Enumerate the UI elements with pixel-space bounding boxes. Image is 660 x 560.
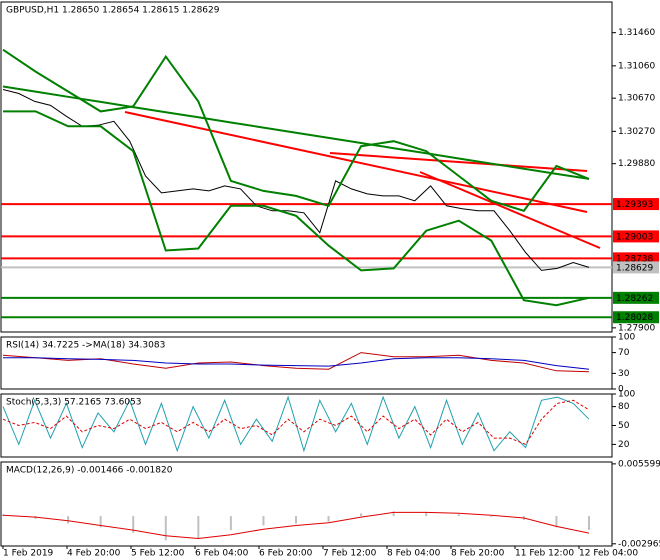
histogram-bar [132, 516, 135, 533]
histogram-bar [197, 516, 200, 539]
y-tick-label: 50 [618, 421, 630, 431]
pane-title: Stoch(5,3,3) 57.2165 73.6053 [6, 398, 141, 408]
x-tick-label: 5 Feb 12:00 [131, 549, 185, 559]
x-tick-label: 7 Feb 12:00 [323, 549, 377, 559]
histogram-bar [99, 516, 102, 528]
histogram-bar [490, 516, 493, 518]
pane-title: RSI(14) 34.7225 ->MA(18) 34.3083 [6, 341, 165, 351]
level-label-box [613, 261, 659, 274]
y-tick-label: 1.27900 [618, 323, 655, 333]
trend-line [329, 152, 588, 172]
level-label-box [613, 291, 659, 304]
level-label-box [613, 198, 659, 211]
series-line [3, 357, 590, 370]
level-label-box [613, 252, 659, 265]
histogram-bar [295, 516, 297, 524]
y-tick-label: 80 [618, 402, 630, 412]
series-line [2, 511, 590, 540]
histogram-bar [425, 512, 428, 517]
level-label: 1.29003 [616, 232, 653, 242]
y-tick-label: 1.30670 [618, 94, 655, 104]
histogram-bar [392, 511, 395, 517]
level-label: 1.28028 [616, 313, 653, 323]
series-line [2, 85, 590, 180]
x-tick-label: 6 Feb 20:00 [259, 549, 313, 559]
y-tick-label: -0.002965 [618, 539, 660, 549]
level-label: 1.29393 [616, 200, 653, 210]
x-tick-label: 12 Feb 04:00 [579, 549, 638, 559]
x-tick-label: 6 Feb 04:00 [195, 549, 249, 559]
level-label: 1.28262 [616, 294, 653, 304]
x-tick-label: 1 Feb 2019 [3, 549, 54, 559]
series-line [2, 89, 590, 271]
y-tick-label: 30 [618, 369, 630, 379]
y-tick-label: 20 [618, 440, 630, 450]
pane [0, 336, 613, 390]
histogram-bar [2, 514, 4, 517]
histogram-bar [457, 514, 460, 517]
series-line [2, 399, 590, 446]
level-label-box [613, 230, 659, 243]
series-line [2, 352, 590, 373]
y-tick-label: 100 [618, 333, 635, 343]
trend-lines [124, 111, 601, 249]
series-line [2, 395, 590, 453]
trend-line [124, 111, 588, 213]
trend-line [419, 171, 601, 249]
histogram-bar [555, 516, 558, 528]
x-tick-label: 4 Feb 20:00 [67, 549, 121, 559]
level-label: 1.28738 [616, 254, 653, 264]
histogram-bar [327, 516, 330, 522]
pane-title: MACD(12,26,9) -0.001466 -0.001820 [6, 466, 173, 476]
x-tick-label: 8 Feb 20:00 [451, 549, 505, 559]
series-line [2, 48, 590, 212]
pane-title: GBPUSD,H1 1.28650 1.28654 1.28615 1.2862… [6, 6, 220, 16]
histogram-bar [229, 516, 232, 531]
y-tick-label: 1.29880 [618, 159, 655, 169]
level-label-box [613, 311, 659, 324]
y-tick-label: 1.30270 [618, 127, 655, 137]
y-tick-label: 1.31460 [618, 28, 655, 38]
x-tick-label: 8 Feb 04:00 [387, 549, 441, 559]
y-tick-label: 0.005599 [618, 459, 660, 469]
x-tick-label: 11 Feb 12:00 [515, 549, 574, 559]
y-tick-label: 70 [618, 348, 630, 358]
y-tick-label: 100 [618, 390, 635, 400]
histogram-bar [67, 516, 70, 524]
histogram-bar [360, 513, 363, 517]
y-tick-label: 0 [618, 385, 624, 395]
histogram-bar [588, 516, 590, 530]
level-label: 1.28629 [616, 263, 653, 273]
histogram-bar [262, 516, 265, 526]
pane [0, 461, 613, 547]
y-tick-label: 1.31060 [618, 61, 655, 71]
pane [0, 1, 613, 333]
series-line [3, 110, 590, 307]
histogram-bar [164, 516, 167, 541]
